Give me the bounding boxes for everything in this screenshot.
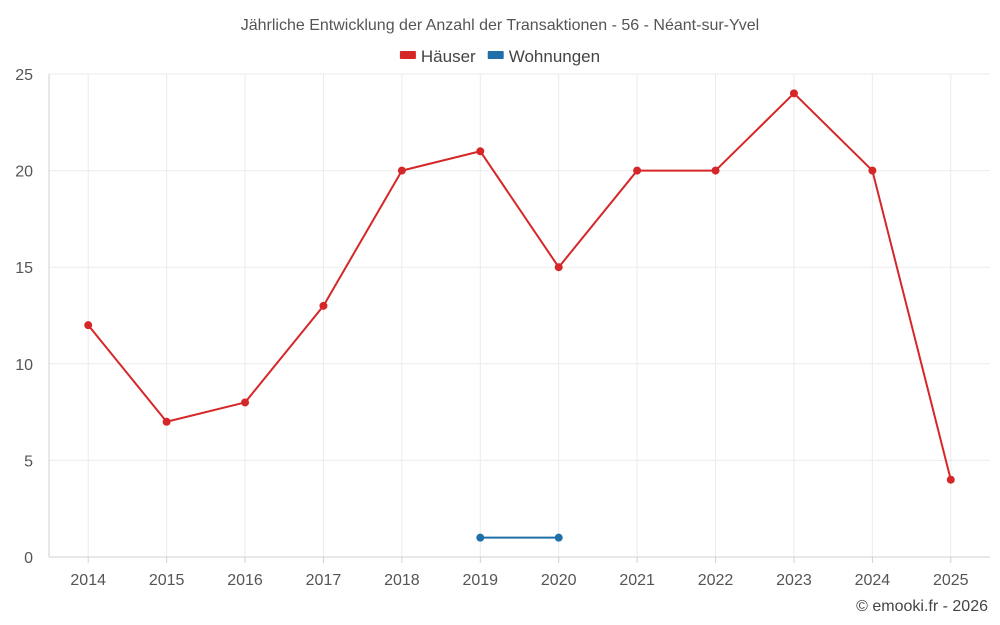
series-layer: [84, 89, 955, 542]
data-point[interactable]: [476, 147, 485, 156]
y-tick-label: 5: [24, 453, 33, 470]
legend: Häuser Wohnungen: [399, 47, 600, 66]
data-point[interactable]: [711, 166, 720, 175]
series-line: [87, 92, 952, 480]
x-tick-label: 2019: [462, 572, 498, 589]
data-point[interactable]: [868, 166, 877, 175]
x-tick-label: 2016: [227, 572, 263, 589]
series-Wohnungen: [476, 533, 563, 542]
x-tick-label: 2022: [698, 572, 734, 589]
data-point[interactable]: [162, 417, 171, 426]
data-point[interactable]: [554, 263, 563, 272]
y-tick-label: 20: [15, 164, 33, 181]
data-point[interactable]: [476, 533, 485, 542]
data-point[interactable]: [84, 321, 93, 330]
data-point[interactable]: [789, 89, 798, 98]
x-tick-label: 2017: [306, 572, 342, 589]
legend-label: Häuser: [421, 47, 476, 66]
data-point[interactable]: [397, 166, 406, 175]
data-point[interactable]: [946, 475, 955, 484]
x-tick-label: 2014: [70, 572, 106, 589]
legend-item-Häuser[interactable]: Häuser: [399, 47, 476, 66]
data-point[interactable]: [241, 398, 250, 407]
x-tick-label: 2018: [384, 572, 420, 589]
legend-swatch: [399, 51, 416, 59]
y-tick-label: 0: [24, 550, 33, 567]
x-tick-label: 2020: [541, 572, 577, 589]
data-point[interactable]: [319, 301, 328, 310]
credit-text: © emooki.fr - 2026: [856, 598, 988, 615]
y-tick-label: 25: [15, 67, 33, 84]
data-point[interactable]: [633, 166, 642, 175]
legend-item-Wohnungen[interactable]: Wohnungen: [487, 47, 600, 66]
y-tick-label: 10: [15, 357, 33, 374]
data-point[interactable]: [554, 533, 563, 542]
x-tick-label: 2021: [619, 572, 655, 589]
x-tick-label: 2023: [776, 572, 812, 589]
chart-title: Jährliche Entwicklung der Anzahl der Tra…: [241, 17, 759, 34]
series-Häuser: [84, 89, 955, 484]
legend-swatch: [487, 51, 504, 59]
x-tick-label: 2024: [855, 572, 891, 589]
y-tick-label: 15: [15, 260, 33, 277]
legend-label: Wohnungen: [509, 47, 600, 66]
x-tick-label: 2015: [149, 572, 185, 589]
x-tick-label: 2025: [933, 572, 969, 589]
